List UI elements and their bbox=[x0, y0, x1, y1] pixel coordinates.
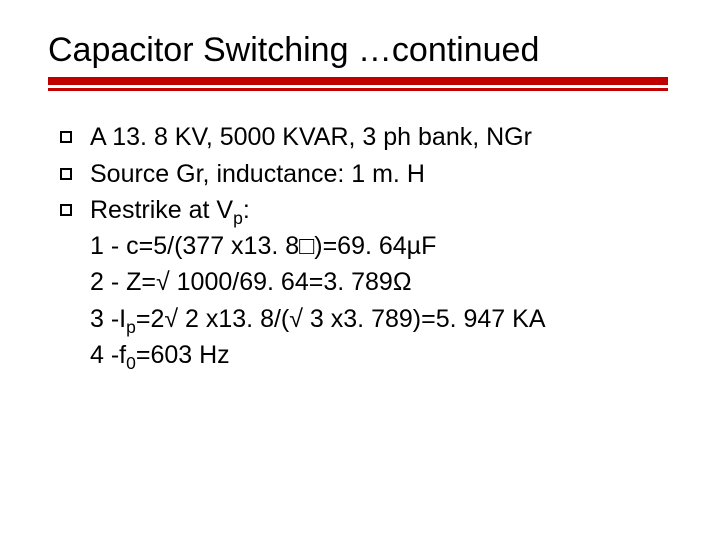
calc-text-pre: 4 -f bbox=[90, 341, 126, 369]
subscript: p bbox=[233, 208, 243, 228]
bullet-text: Restrike at Vp: bbox=[90, 192, 672, 228]
calc-text-pre: 3 -I bbox=[90, 305, 126, 333]
calc-line: 2 - Z=√ 1000/69. 64=3. 789Ω bbox=[60, 264, 672, 300]
square-bullet-icon bbox=[60, 168, 72, 180]
square-bullet-icon bbox=[60, 204, 72, 216]
calc-line: 3 -Ip=2√ 2 x13. 8/(√ 3 x3. 789)=5. 947 K… bbox=[60, 301, 672, 337]
calc-text: 2 - Z=√ 1000/69. 64=3. 789Ω bbox=[60, 264, 672, 300]
bullet-item: Restrike at Vp: bbox=[60, 192, 672, 228]
bullet-text: A 13. 8 KV, 5000 KVAR, 3 ph bank, NGr bbox=[90, 119, 672, 155]
bullet-text: Source Gr, inductance: 1 m. H bbox=[90, 156, 672, 192]
subscript: 0 bbox=[126, 353, 136, 373]
slide-body: A 13. 8 KV, 5000 KVAR, 3 ph bank, NGr So… bbox=[48, 119, 672, 373]
calc-text: 1 - c=5/(377 x13. 8□)=69. 64µF bbox=[60, 228, 672, 264]
calc-text: 4 -f0=603 Hz bbox=[60, 337, 672, 373]
bullet-item: Source Gr, inductance: 1 m. H bbox=[60, 156, 672, 192]
calc-text-post: =2√ 2 x13. 8/(√ 3 x3. 789)=5. 947 KA bbox=[136, 305, 546, 333]
square-bullet-icon bbox=[60, 131, 72, 143]
calc-text: 3 -Ip=2√ 2 x13. 8/(√ 3 x3. 789)=5. 947 K… bbox=[60, 301, 672, 337]
calc-line: 4 -f0=603 Hz bbox=[60, 337, 672, 373]
title-underline bbox=[48, 77, 668, 91]
bullet-item: A 13. 8 KV, 5000 KVAR, 3 ph bank, NGr bbox=[60, 119, 672, 155]
calc-line: 1 - c=5/(377 x13. 8□)=69. 64µF bbox=[60, 228, 672, 264]
subscript: p bbox=[126, 317, 136, 337]
calc-text-post: =603 Hz bbox=[136, 341, 230, 369]
slide: Capacitor Switching …continued A 13. 8 K… bbox=[0, 0, 720, 540]
slide-title: Capacitor Switching …continued bbox=[48, 32, 672, 69]
bullet-text-tail: : bbox=[243, 196, 250, 224]
bullet-text-pre: Restrike at V bbox=[90, 196, 233, 224]
